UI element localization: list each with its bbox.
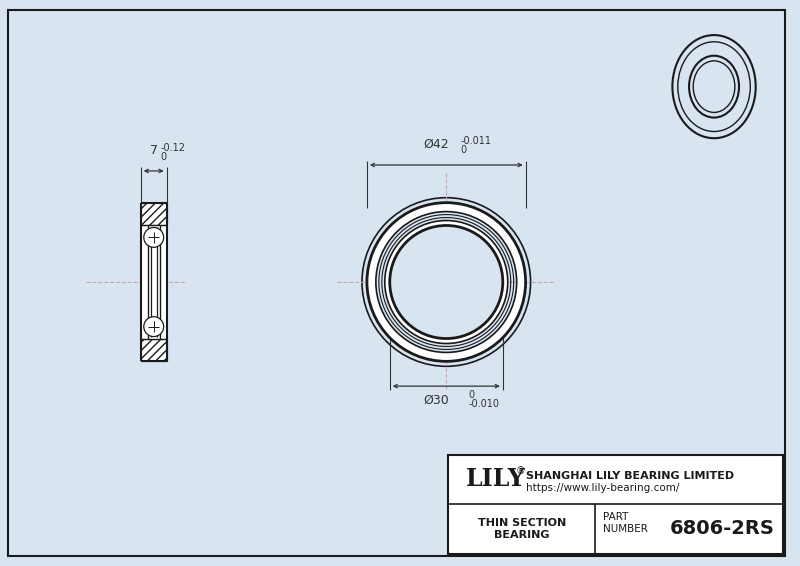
Text: 0: 0 — [161, 152, 166, 162]
Text: -0.010: -0.010 — [468, 399, 499, 409]
Text: 7: 7 — [150, 144, 158, 157]
Bar — [448, 454, 783, 554]
Bar — [148, 225, 160, 338]
Text: https://www.lily-bearing.com/: https://www.lily-bearing.com/ — [526, 483, 679, 494]
Text: -0.12: -0.12 — [161, 143, 186, 153]
Text: ®: ® — [516, 466, 526, 477]
Text: LILY: LILY — [466, 468, 526, 491]
Circle shape — [376, 212, 517, 353]
Circle shape — [367, 203, 526, 361]
Circle shape — [362, 198, 530, 366]
Text: SHANGHAI LILY BEARING LIMITED: SHANGHAI LILY BEARING LIMITED — [526, 471, 734, 482]
Bar — [141, 203, 166, 361]
Text: -0.011: -0.011 — [460, 136, 491, 146]
Bar — [141, 338, 166, 361]
Circle shape — [390, 225, 503, 338]
Text: Ø42: Ø42 — [423, 138, 449, 151]
Circle shape — [385, 221, 508, 344]
Circle shape — [144, 317, 164, 337]
Text: PART
NUMBER: PART NUMBER — [603, 512, 648, 534]
Text: Ø30: Ø30 — [423, 394, 450, 407]
Bar — [141, 203, 166, 225]
Text: 0: 0 — [460, 145, 466, 155]
Text: 0: 0 — [468, 390, 474, 400]
Circle shape — [144, 228, 164, 247]
Text: 6806-2RS: 6806-2RS — [670, 520, 774, 538]
Text: THIN SECTION
BEARING: THIN SECTION BEARING — [478, 518, 566, 540]
